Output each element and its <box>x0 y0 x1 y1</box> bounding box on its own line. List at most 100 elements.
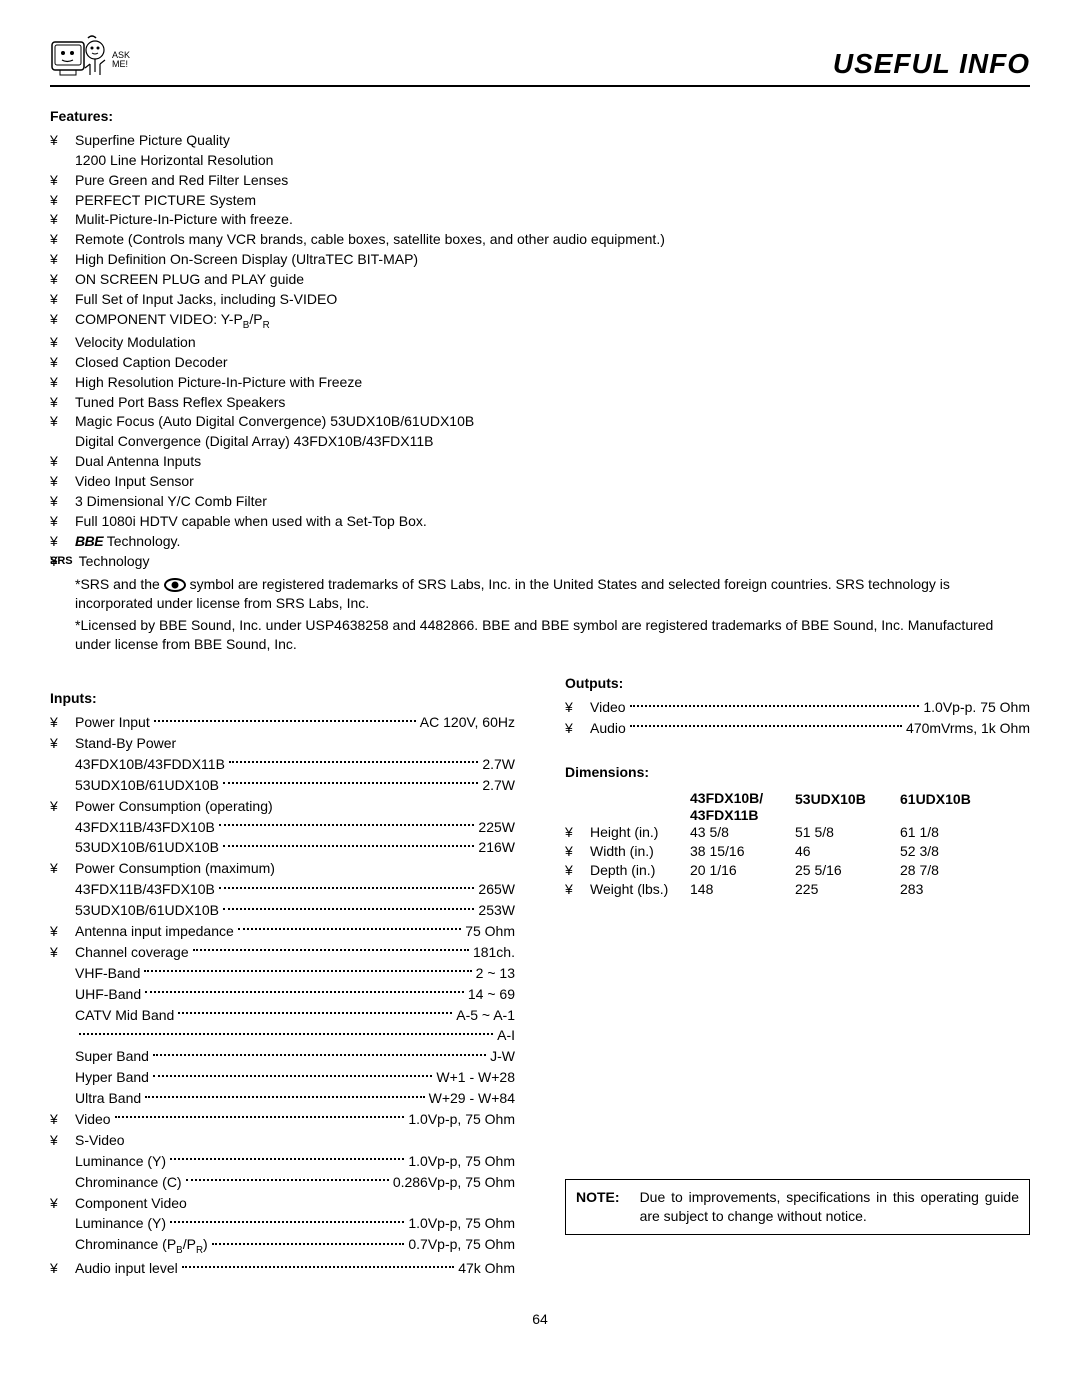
page-number: 64 <box>50 1310 1030 1329</box>
spec-label: Chrominance (C) <box>75 1173 182 1192</box>
feature-item: COMPONENT VIDEO: Y-PB/PR <box>50 310 1030 332</box>
feature-item: Full 1080i HDTV capable when used with a… <box>50 512 1030 531</box>
inputs-heading: Inputs: <box>50 689 515 708</box>
spec-label: UHF-Band <box>75 985 141 1004</box>
spec-label: 53UDX10B/61UDX10B <box>75 776 219 795</box>
dim-header-row: 43FDX10B/43FDX11B53UDX10B61UDX10B <box>565 790 1030 824</box>
spec-value: 181ch. <box>473 943 515 962</box>
spec-value: 1.0Vp-p. 75 Ohm <box>923 698 1030 717</box>
spec-value: W+29 - W+84 <box>429 1089 515 1108</box>
spec-row: ¥Audio input level47k Ohm <box>50 1259 515 1278</box>
spec-label: Channel coverage <box>75 943 189 962</box>
spec-label: Hyper Band <box>75 1068 149 1087</box>
dim-row: ¥Height (in.)43 5/851 5/861 1/8 <box>565 823 1030 842</box>
spec-value: J-W <box>490 1047 515 1066</box>
spec-value: 1.0Vp-p, 75 Ohm <box>408 1110 515 1129</box>
spec-value: 216W <box>478 838 515 857</box>
spec-row: Hyper Band W+1 - W+28 <box>50 1068 515 1087</box>
feature-item: Full Set of Input Jacks, including S-VID… <box>50 290 1030 309</box>
feature-item: SRS Technology <box>50 552 1030 571</box>
spec-label: Power Consumption (operating) <box>75 797 273 816</box>
spec-value: 0.7Vp-p, 75 Ohm <box>408 1235 515 1254</box>
spec-row: 43FDX11B/43FDX10B265W <box>50 880 515 899</box>
feature-item: Closed Caption Decoder <box>50 353 1030 372</box>
feature-item: Video Input Sensor <box>50 472 1030 491</box>
right-column: Outputs: ¥Video1.0Vp-p. 75 Ohm¥Audio470m… <box>565 674 1030 1280</box>
spec-row: ¥Power Consumption (maximum) <box>50 859 515 878</box>
feature-subitem: Digital Convergence (Digital Array) 43FD… <box>50 432 1030 451</box>
spec-label: 53UDX10B/61UDX10B <box>75 838 219 857</box>
spec-row: 53UDX10B/61UDX10B 216W <box>50 838 515 857</box>
spec-row: VHF-Band 2 ~ 13 <box>50 964 515 983</box>
dimensions-heading: Dimensions: <box>565 763 1030 782</box>
spec-value: A-5 ~ A-1 <box>456 1006 515 1025</box>
spec-value: 0.286Vp-p, 75 Ohm <box>393 1173 515 1192</box>
page-title: USEFUL INFO <box>833 45 1030 85</box>
spec-row: ¥Video1.0Vp-p, 75 Ohm <box>50 1110 515 1129</box>
spec-row: ¥Component Video <box>50 1194 515 1213</box>
spec-row: Luminance (Y) 1.0Vp-p, 75 Ohm <box>50 1152 515 1171</box>
spec-label: Luminance (Y) <box>75 1152 166 1171</box>
spec-label: Chrominance (PB/PR) <box>75 1235 208 1257</box>
spec-label: S-Video <box>75 1131 125 1150</box>
spec-row: Ultra Band W+29 - W+84 <box>50 1089 515 1108</box>
spec-label: Super Band <box>75 1047 149 1066</box>
dimensions-table: 43FDX10B/43FDX11B53UDX10B61UDX10B¥Height… <box>565 790 1030 899</box>
spec-row: Luminance (Y)1.0Vp-p, 75 Ohm <box>50 1214 515 1233</box>
note-label: NOTE: <box>576 1188 640 1226</box>
spec-row: UHF-Band 14 ~ 69 <box>50 985 515 1004</box>
spec-row: Chrominance (PB/PR) 0.7Vp-p, 75 Ohm <box>50 1235 515 1257</box>
page-header: ASK ME! USEFUL INFO <box>50 30 1030 87</box>
spec-label: Audio input level <box>75 1259 178 1278</box>
feature-item: Velocity Modulation <box>50 333 1030 352</box>
spec-value: 1.0Vp-p, 75 Ohm <box>408 1152 515 1171</box>
feature-item: BBE Technology. <box>50 532 1030 551</box>
feature-item: Dual Antenna Inputs <box>50 452 1030 471</box>
spec-row: A-I <box>50 1026 515 1045</box>
spec-value: W+1 - W+28 <box>436 1068 515 1087</box>
spec-label: VHF-Band <box>75 964 140 983</box>
spec-label: Component Video <box>75 1194 187 1213</box>
feature-item: Pure Green and Red Filter Lenses <box>50 171 1030 190</box>
feature-item: Mulit-Picture-In-Picture with freeze. <box>50 210 1030 229</box>
spec-value: A-I <box>497 1026 515 1045</box>
inputs-rows: ¥Power InputAC 120V, 60Hz¥Stand-By Power… <box>50 713 515 1278</box>
outputs-heading: Outputs: <box>565 674 1030 693</box>
spec-row: Super Band J-W <box>50 1047 515 1066</box>
spec-row: ¥Power Consumption (operating) <box>50 797 515 816</box>
spec-value: 2 ~ 13 <box>476 964 515 983</box>
spec-row: ¥S-Video <box>50 1131 515 1150</box>
feature-item: Superfine Picture Quality <box>50 131 1030 150</box>
inputs-column: Inputs: ¥Power InputAC 120V, 60Hz¥Stand-… <box>50 674 515 1280</box>
spec-label: Ultra Band <box>75 1089 141 1108</box>
spec-value: 2.7W <box>482 776 515 795</box>
note-box: NOTE: Due to improvements, specification… <box>565 1179 1030 1235</box>
spec-label: Power Consumption (maximum) <box>75 859 275 878</box>
spec-row: ¥Channel coverage181ch. <box>50 943 515 962</box>
spec-row: 53UDX10B/61UDX10B 2.7W <box>50 776 515 795</box>
spec-label: Antenna input impedance <box>75 922 234 941</box>
spec-value: 14 ~ 69 <box>468 985 515 1004</box>
outputs-rows: ¥Video1.0Vp-p. 75 Ohm¥Audio470mVrms, 1k … <box>565 698 1030 738</box>
dim-row: ¥Width (in.)38 15/164652 3/8 <box>565 842 1030 861</box>
note-text: Due to improvements, specifications in t… <box>640 1188 1019 1226</box>
spec-value: 1.0Vp-p, 75 Ohm <box>408 1214 515 1233</box>
feature-item: High Resolution Picture-In-Picture with … <box>50 373 1030 392</box>
spec-label: 53UDX10B/61UDX10B <box>75 901 219 920</box>
feature-item: Tuned Port Bass Reflex Speakers <box>50 393 1030 412</box>
spec-row: CATV Mid BandA-5 ~ A-1 <box>50 1006 515 1025</box>
spec-value: 265W <box>478 880 515 899</box>
ask-me-logo: ASK ME! <box>50 30 130 85</box>
dim-row: ¥Weight (lbs.)148225283 <box>565 880 1030 899</box>
spec-row: ¥Antenna input impedance75 Ohm <box>50 922 515 941</box>
spec-value: 75 Ohm <box>465 922 515 941</box>
feature-item: High Definition On-Screen Display (Ultra… <box>50 250 1030 269</box>
feature-subitem: 1200 Line Horizontal Resolution <box>50 151 1030 170</box>
spec-row: 43FDX11B/43FDX10B225W <box>50 818 515 837</box>
spec-row: ¥Power InputAC 120V, 60Hz <box>50 713 515 732</box>
spec-row: 43FDX10B/43FDDX11B2.7W <box>50 755 515 774</box>
spec-row: Chrominance (C) 0.286Vp-p, 75 Ohm <box>50 1173 515 1192</box>
spec-row: ¥Video1.0Vp-p. 75 Ohm <box>565 698 1030 717</box>
srs-trademark-note: *SRS and the symbol are registered trade… <box>50 575 1030 613</box>
features-heading: Features: <box>50 107 1030 126</box>
